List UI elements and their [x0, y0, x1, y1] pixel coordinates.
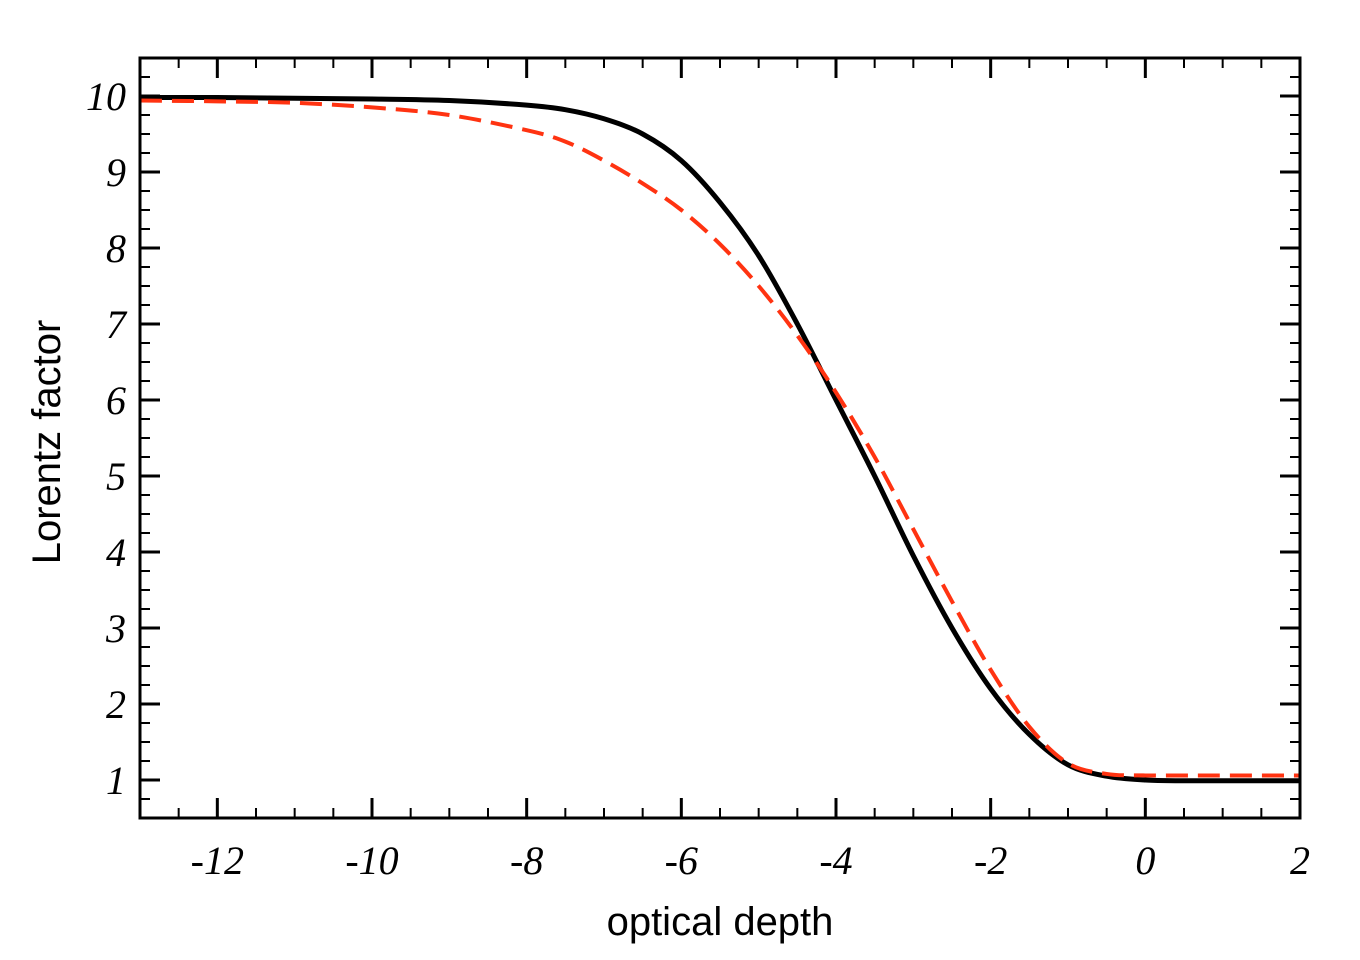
y-tick-label: 10 [86, 74, 126, 119]
y-tick-label: 2 [106, 682, 126, 727]
x-axis: -12 -10 -8 -6 -4 -2 0 2 [139, 58, 1310, 883]
x-tick-label: -4 [819, 838, 852, 883]
y-tick-label: 1 [106, 758, 126, 803]
x-tick-label: -8 [510, 838, 543, 883]
y-tick-label: 6 [106, 378, 126, 423]
x-tick-label: -12 [191, 838, 244, 883]
y-tick-label: 5 [106, 454, 126, 499]
y-tick-label: 7 [106, 302, 128, 347]
series-layer [140, 94, 1300, 784]
y-axis: 1 2 3 4 5 6 7 8 9 10 [86, 57, 1300, 819]
series-dashed-line [140, 98, 1300, 778]
y-axis-title: Lorentz factor [25, 320, 69, 565]
x-tick-label: -2 [974, 838, 1007, 883]
series-solid-line [140, 94, 1300, 784]
y-tick-label: 9 [106, 150, 126, 195]
x-tick-label: -10 [345, 838, 398, 883]
x-tick-label: 0 [1135, 838, 1155, 883]
y-tick-label: 8 [106, 226, 126, 271]
x-tick-label: 2 [1290, 838, 1310, 883]
plot-frame [138, 56, 1302, 820]
x-tick-label: -6 [665, 838, 698, 883]
x-axis-title: optical depth [607, 900, 834, 944]
y-tick-label: 3 [105, 606, 126, 651]
y-tick-label: 4 [106, 530, 126, 575]
